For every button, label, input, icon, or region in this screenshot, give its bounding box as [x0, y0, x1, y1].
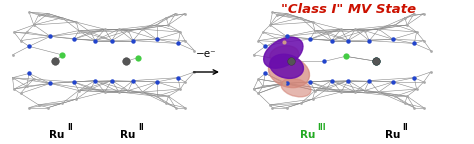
Ellipse shape	[270, 46, 299, 64]
Ellipse shape	[281, 78, 311, 97]
Text: "Class I" MV State: "Class I" MV State	[281, 3, 416, 16]
Text: −e⁻: −e⁻	[196, 49, 217, 59]
Text: II: II	[67, 123, 73, 132]
Text: Ru: Ru	[49, 130, 64, 140]
Ellipse shape	[268, 56, 310, 88]
Text: Ru: Ru	[120, 130, 136, 140]
Text: III: III	[318, 123, 326, 132]
Ellipse shape	[264, 37, 303, 68]
Text: II: II	[402, 123, 408, 132]
Text: Ru: Ru	[300, 130, 315, 140]
Text: II: II	[138, 123, 144, 132]
Ellipse shape	[270, 54, 303, 78]
Text: Ru: Ru	[385, 130, 400, 140]
